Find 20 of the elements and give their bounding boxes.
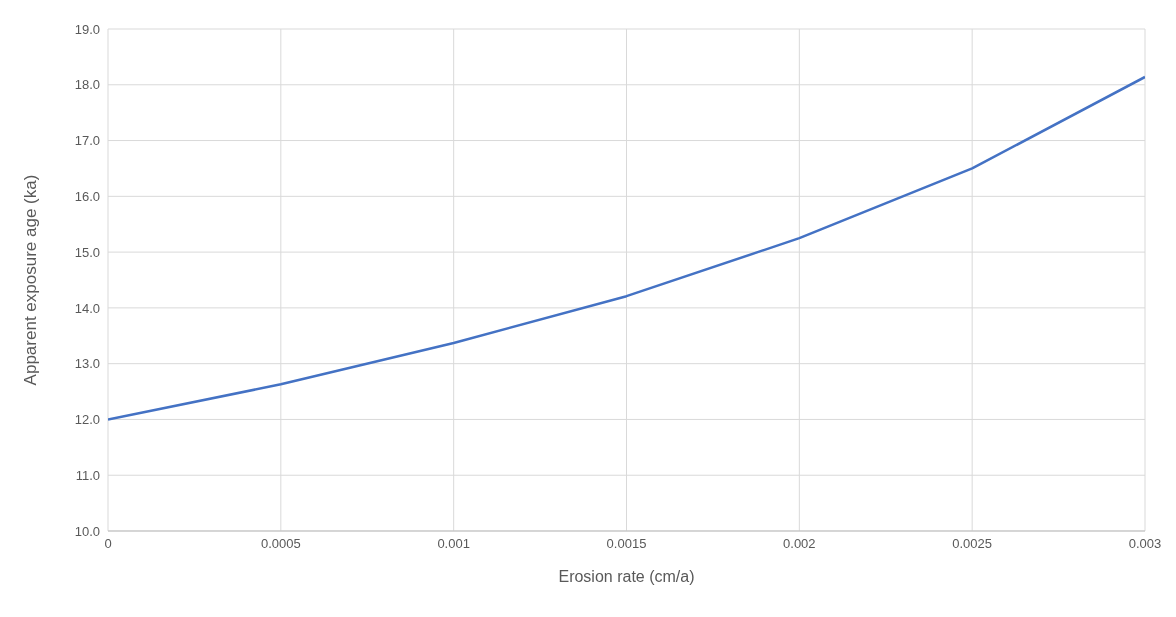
x-axis-title: Erosion rate (cm/a) xyxy=(558,568,695,585)
y-tick-label: 10.0 xyxy=(74,523,100,539)
x-tick-label: 0.003 xyxy=(1128,536,1162,552)
y-tick-label: 19.0 xyxy=(74,21,100,37)
line-series xyxy=(108,75,1145,421)
x-tick-label: 0.0025 xyxy=(952,536,993,552)
x-tick-label: 0.001 xyxy=(437,536,470,552)
y-tick-label: 12.0 xyxy=(74,412,100,428)
y-tick-label: 18.0 xyxy=(74,77,100,93)
x-tick-label: 0 xyxy=(104,536,112,552)
y-axis-title: Apparent exposure age (ka) xyxy=(21,174,41,386)
x-tick-label: 0.002 xyxy=(783,536,816,552)
y-tick-label: 16.0 xyxy=(74,188,100,204)
y-tick-label: 15.0 xyxy=(74,244,100,260)
x-tick-label: 0.0015 xyxy=(606,536,647,552)
y-tick-label: 17.0 xyxy=(74,133,100,149)
y-tick-label: 14.0 xyxy=(74,300,100,316)
y-tick-label: 11.0 xyxy=(75,467,100,483)
x-tick-label: 0.0005 xyxy=(260,536,301,552)
y-tick-label: 13.0 xyxy=(74,356,100,372)
